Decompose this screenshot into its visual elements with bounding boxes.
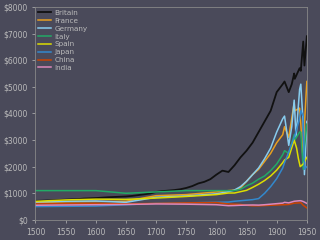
Legend: Britain, France, Germany, Italy, Spain, Japan, China, India: Britain, France, Germany, Italy, Spain, …	[37, 8, 89, 72]
